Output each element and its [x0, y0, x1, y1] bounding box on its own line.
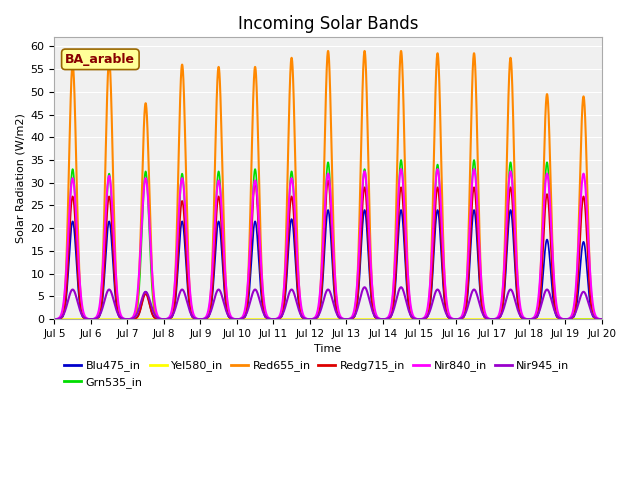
Yel580_in	[481, 316, 489, 322]
Nir840_in	[162, 316, 170, 322]
Blu475_in	[168, 315, 175, 321]
Nir840_in	[598, 316, 605, 322]
Nir840_in	[481, 311, 489, 317]
Nir945_in	[255, 296, 263, 302]
Nir840_in	[596, 316, 604, 322]
Nir945_in	[598, 316, 605, 322]
Nir945_in	[596, 316, 604, 322]
Yel580_in	[404, 316, 412, 322]
Nir945_in	[404, 304, 412, 310]
Redg715_in	[481, 315, 489, 321]
Blu475_in	[596, 316, 604, 322]
Redg715_in	[162, 316, 170, 322]
Red655_in	[397, 48, 405, 54]
Blu475_in	[481, 315, 489, 321]
Red655_in	[481, 314, 489, 320]
Yel580_in	[598, 316, 605, 322]
Blu475_in	[404, 294, 412, 300]
Red655_in	[168, 312, 175, 318]
Line: Red655_in: Red655_in	[54, 51, 602, 319]
Red655_in	[162, 316, 170, 322]
Redg715_in	[168, 314, 175, 320]
Nir945_in	[397, 284, 405, 290]
Grn535_in	[470, 157, 478, 163]
Text: BA_arable: BA_arable	[65, 53, 135, 66]
Y-axis label: Solar Radiation (W/m2): Solar Radiation (W/m2)	[15, 113, 25, 243]
Grn535_in	[596, 316, 604, 322]
Blu475_in	[255, 265, 263, 271]
Redg715_in	[255, 246, 263, 252]
Blu475_in	[598, 316, 605, 322]
Yel580_in	[162, 316, 170, 322]
Red655_in	[51, 316, 58, 322]
Red655_in	[255, 186, 263, 192]
Red655_in	[596, 316, 604, 322]
Legend: Blu475_in, Grn535_in, Yel580_in, Red655_in, Redg715_in, Nir840_in, Nir945_in: Blu475_in, Grn535_in, Yel580_in, Red655_…	[60, 356, 573, 392]
Line: Nir945_in: Nir945_in	[54, 287, 602, 319]
Line: Grn535_in: Grn535_in	[54, 160, 602, 319]
Redg715_in	[404, 290, 412, 296]
Title: Incoming Solar Bands: Incoming Solar Bands	[238, 15, 419, 33]
Redg715_in	[598, 316, 605, 322]
Blu475_in	[51, 316, 58, 322]
Yel580_in	[51, 316, 58, 322]
Grn535_in	[162, 316, 170, 322]
Nir945_in	[168, 314, 175, 320]
Line: Redg715_in: Redg715_in	[54, 180, 602, 319]
Grn535_in	[481, 315, 489, 321]
Red655_in	[404, 263, 412, 268]
Grn535_in	[255, 239, 263, 244]
Grn535_in	[404, 283, 412, 289]
Nir840_in	[168, 309, 175, 314]
X-axis label: Time: Time	[314, 344, 342, 354]
Grn535_in	[598, 316, 605, 322]
Line: Blu475_in: Blu475_in	[54, 210, 602, 319]
Nir945_in	[162, 316, 170, 322]
Nir840_in	[470, 166, 478, 172]
Blu475_in	[162, 316, 170, 322]
Blu475_in	[507, 207, 515, 213]
Nir840_in	[51, 316, 58, 322]
Yel580_in	[596, 316, 604, 322]
Red655_in	[598, 316, 605, 322]
Nir945_in	[481, 314, 489, 320]
Grn535_in	[51, 316, 58, 322]
Nir840_in	[404, 266, 412, 272]
Nir840_in	[255, 228, 263, 234]
Line: Nir840_in: Nir840_in	[54, 169, 602, 319]
Redg715_in	[51, 316, 58, 322]
Grn535_in	[168, 314, 175, 320]
Redg715_in	[596, 316, 604, 322]
Yel580_in	[255, 316, 263, 322]
Yel580_in	[168, 316, 175, 322]
Redg715_in	[324, 178, 332, 183]
Nir945_in	[51, 316, 58, 322]
